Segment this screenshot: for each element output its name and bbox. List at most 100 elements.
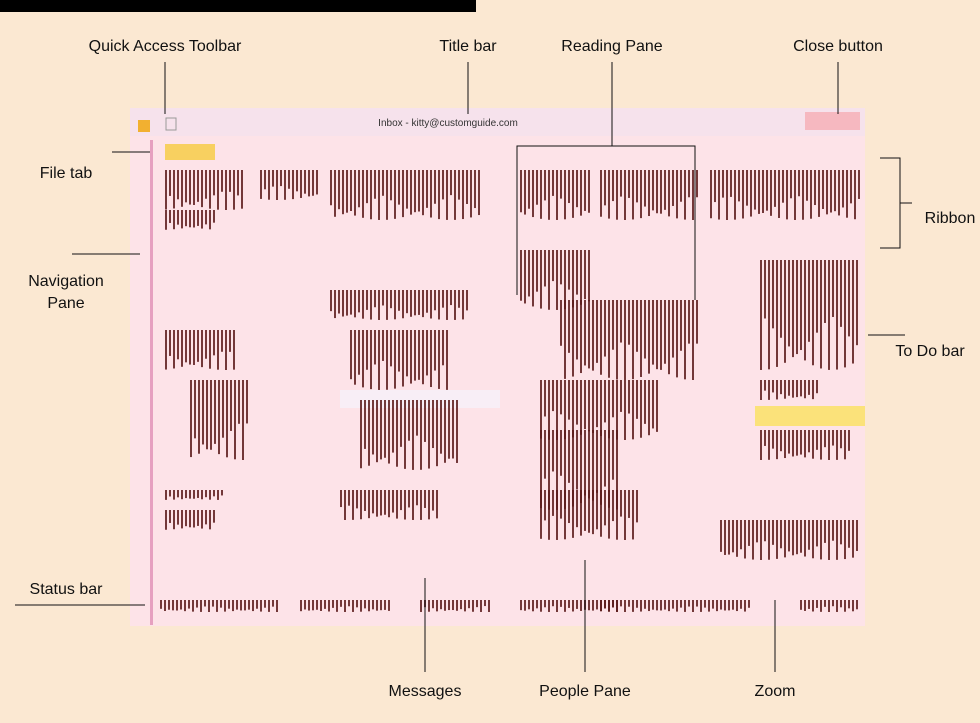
content-glyph xyxy=(808,380,810,395)
content-glyph xyxy=(260,170,262,199)
content-glyph xyxy=(524,250,526,303)
content-glyph xyxy=(201,510,203,529)
content-glyph xyxy=(398,330,400,372)
content-glyph xyxy=(173,170,175,208)
content-glyph xyxy=(580,300,582,373)
content-glyph xyxy=(189,210,191,227)
content-glyph xyxy=(652,600,654,610)
content-glyph xyxy=(354,330,356,385)
file-tab[interactable] xyxy=(165,144,215,160)
content-glyph xyxy=(822,170,824,209)
content-glyph xyxy=(804,520,806,557)
content-glyph xyxy=(536,600,538,608)
content-glyph xyxy=(396,490,398,519)
content-glyph xyxy=(221,170,223,192)
content-glyph xyxy=(394,290,396,319)
content-glyph xyxy=(418,330,420,380)
content-glyph xyxy=(790,170,792,198)
content-glyph xyxy=(852,260,854,364)
content-glyph xyxy=(544,380,546,416)
content-glyph xyxy=(714,170,716,202)
content-glyph xyxy=(328,600,330,612)
content-glyph xyxy=(233,170,235,210)
content-glyph xyxy=(308,600,310,611)
content-glyph xyxy=(830,170,832,213)
content-glyph xyxy=(185,490,187,498)
content-glyph xyxy=(414,290,416,315)
content-glyph xyxy=(484,600,486,606)
content-glyph xyxy=(564,490,566,539)
content-glyph xyxy=(438,330,440,389)
content-glyph xyxy=(784,520,786,557)
content-glyph xyxy=(624,170,626,220)
content-glyph xyxy=(792,430,794,456)
content-glyph xyxy=(564,600,566,612)
content-glyph xyxy=(616,170,618,220)
content-glyph xyxy=(213,330,215,355)
content-glyph xyxy=(292,170,294,199)
content-glyph xyxy=(696,600,698,607)
content-glyph xyxy=(548,170,550,220)
content-glyph xyxy=(416,490,418,505)
content-glyph xyxy=(730,170,732,197)
content-glyph xyxy=(828,520,830,560)
content-glyph xyxy=(165,330,167,370)
content-glyph xyxy=(620,380,622,412)
content-glyph xyxy=(424,400,426,442)
content-glyph xyxy=(488,600,490,612)
content-glyph xyxy=(268,600,270,612)
content-glyph xyxy=(308,170,310,196)
content-glyph xyxy=(252,600,254,611)
content-glyph xyxy=(688,300,690,344)
content-glyph xyxy=(806,170,808,201)
content-glyph xyxy=(660,300,662,370)
content-glyph xyxy=(364,490,366,511)
content-glyph xyxy=(218,380,220,454)
content-glyph xyxy=(552,490,554,516)
content-glyph xyxy=(366,170,368,203)
content-glyph xyxy=(165,210,167,230)
content-glyph xyxy=(346,290,348,316)
content-glyph xyxy=(624,600,626,612)
header-bar xyxy=(0,0,476,12)
content-glyph xyxy=(520,250,522,301)
content-glyph xyxy=(536,170,538,205)
content-glyph xyxy=(193,490,195,499)
content-glyph xyxy=(160,600,162,609)
content-glyph xyxy=(181,170,183,207)
content-glyph xyxy=(456,400,458,463)
content-glyph xyxy=(560,490,562,519)
content-glyph xyxy=(197,490,199,498)
content-glyph xyxy=(576,250,578,295)
content-glyph xyxy=(744,520,746,558)
content-glyph xyxy=(201,330,203,367)
content-glyph xyxy=(426,290,428,313)
close-button[interactable] xyxy=(805,112,860,130)
content-glyph xyxy=(668,170,670,216)
content-glyph xyxy=(672,170,674,206)
label: Messages xyxy=(389,683,462,700)
content-glyph xyxy=(354,170,356,216)
content-glyph xyxy=(796,380,798,397)
content-glyph xyxy=(384,600,386,610)
content-glyph xyxy=(820,430,822,460)
content-glyph xyxy=(828,430,830,460)
content-glyph xyxy=(608,300,610,378)
content-glyph xyxy=(350,290,352,315)
content-glyph xyxy=(388,400,390,464)
content-glyph xyxy=(201,210,203,229)
content-glyph xyxy=(392,400,394,453)
content-glyph xyxy=(732,600,734,610)
content-glyph xyxy=(193,330,195,365)
content-glyph xyxy=(406,330,408,376)
content-glyph xyxy=(636,300,638,352)
content-glyph xyxy=(560,600,562,607)
content-glyph xyxy=(202,380,204,444)
content-glyph xyxy=(560,380,562,414)
content-glyph xyxy=(636,170,638,202)
content-glyph xyxy=(640,300,642,377)
content-glyph xyxy=(826,170,828,214)
content-glyph xyxy=(189,510,191,527)
content-glyph xyxy=(676,600,678,612)
content-glyph xyxy=(342,170,344,214)
